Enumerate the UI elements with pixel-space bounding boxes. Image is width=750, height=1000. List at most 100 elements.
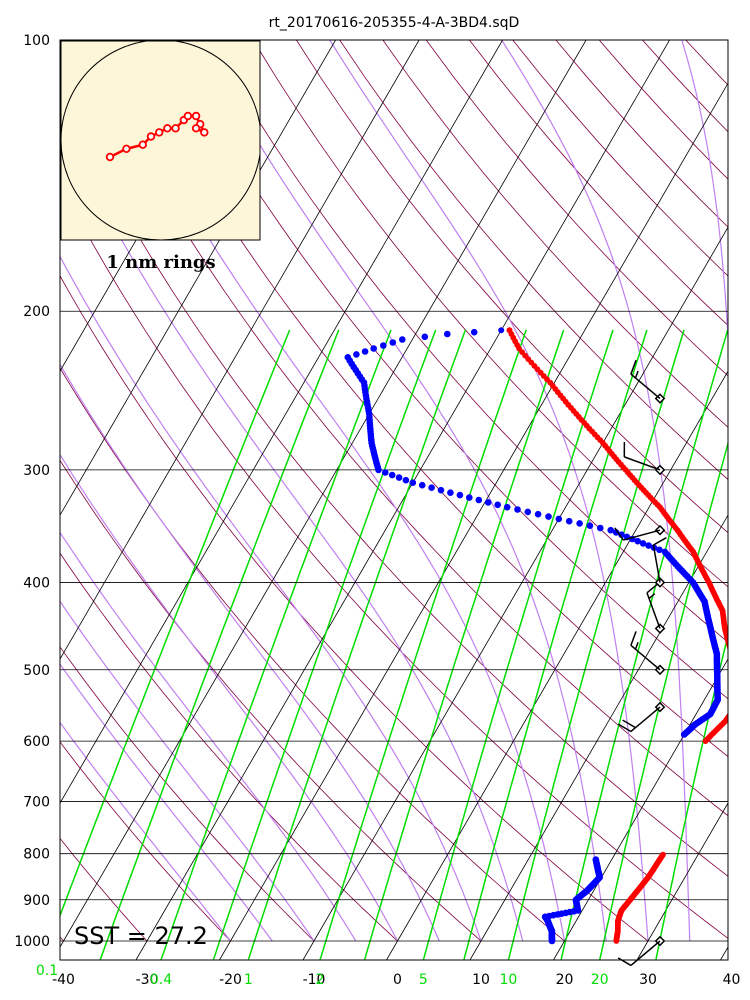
dry-adiabat-line (469, 40, 728, 327)
dry-adiabat-line (382, 40, 728, 428)
temperature-point (519, 349, 525, 355)
dewpoint-point (465, 494, 473, 501)
wind-barb-half-flag (634, 370, 639, 379)
temperature-point (733, 664, 738, 669)
wind-barb-staff (630, 940, 661, 967)
temperature-tick-label: 10 (472, 972, 490, 988)
dewpoint-point (639, 540, 647, 547)
dewpoint-point (503, 503, 511, 511)
dewpoint-point (353, 351, 360, 358)
hodograph-point (191, 124, 201, 133)
mixing-ratio-line (160, 329, 392, 960)
pressure-tick-label: 1000 (14, 934, 50, 950)
dry-adiabat-line (729, 40, 750, 941)
hodograph-point (138, 140, 147, 149)
temperature-point (734, 673, 739, 678)
wind-barb (617, 935, 666, 967)
wind-barb-half-flag (634, 641, 639, 650)
dry-adiabat-line (339, 40, 728, 480)
temperature-point (733, 697, 738, 702)
pressure-axis: 100 200 300 400 500 600 700 800 900 1000 (14, 33, 50, 950)
pressure-tick-label: 100 (23, 33, 50, 49)
isotherm-line (732, 40, 750, 941)
wind-barb-flag (614, 527, 624, 541)
temperature-point (733, 684, 738, 689)
chart-title: rt_20170616-205355-4-A-3BD4.sqD (269, 15, 520, 31)
temperature-tick-label: -10 (303, 972, 326, 988)
dry-adiabat-line (60, 367, 565, 942)
temperature-point (730, 709, 735, 714)
isotherm-line (469, 940, 482, 960)
temperature-point (733, 690, 738, 695)
dry-adiabat-line (60, 459, 482, 942)
temperature-axis: -40 -30 -20 -10 0 10 20 30 40 (52, 972, 740, 988)
dewpoint-point (370, 345, 378, 352)
dewpoint-point (398, 336, 406, 343)
wind-barb-staff (652, 544, 661, 583)
dewpoint-point (389, 339, 397, 346)
temperature-point (732, 661, 737, 666)
moist-adiabat-line (60, 255, 482, 942)
wind-barb-staff (646, 592, 661, 629)
dewpoint-point (661, 548, 669, 556)
dewpoint-point (344, 353, 352, 361)
sst-label: SST = 27.2 (74, 922, 208, 950)
mixing-ratio-line (363, 329, 565, 960)
dry-adiabat-line (60, 741, 231, 942)
dewpoint-point (456, 491, 464, 499)
dewpoint-point (402, 476, 410, 484)
plot-frame (59, 39, 729, 961)
temperature-point (733, 705, 738, 710)
dewpoint-point (388, 471, 396, 479)
temperature-point (733, 681, 738, 686)
hodograph-point (191, 111, 201, 121)
wind-barb-staff (630, 373, 661, 400)
temperature-point (733, 694, 738, 699)
temperature-tick-label: -40 (52, 972, 75, 988)
temperature-point (733, 703, 738, 708)
temperature-point (733, 696, 738, 701)
wind-barb-staff (624, 456, 661, 471)
temperature-point (731, 658, 736, 663)
hodograph-point (163, 124, 172, 133)
temperature-tick-label: 40 (723, 972, 741, 988)
temperature-point (734, 667, 739, 672)
temperature-point (733, 662, 738, 667)
dewpoint-point (514, 506, 521, 513)
temperature-point (734, 666, 739, 671)
dewpoint-point (361, 348, 369, 355)
dewpoint-point (475, 496, 483, 504)
dewpoint-point (437, 486, 445, 494)
temperature-point (660, 851, 666, 858)
isotherm-line (397, 370, 728, 942)
mixing-ratio-label: 5 (419, 972, 428, 988)
isotherm-line (302, 940, 315, 960)
temperature-point (506, 327, 513, 334)
pressure-tick-label: 800 (23, 847, 50, 863)
dewpoint-point (395, 474, 403, 481)
pressure-tick-label: 500 (23, 663, 50, 679)
dry-adiabat-line (296, 40, 728, 534)
temperature-point (729, 651, 734, 656)
pressure-tick-label: 400 (23, 576, 50, 592)
wind-barb-flag (653, 537, 667, 546)
dewpoint-point (381, 469, 389, 476)
dewpoint-point (645, 542, 652, 549)
dry-adiabat-line (425, 40, 728, 377)
moist-adiabat-line (60, 531, 357, 942)
temperature-point (734, 670, 739, 675)
wind-barb-half-flag (648, 593, 656, 600)
wind-barb (646, 582, 666, 634)
hodograph-point (183, 111, 193, 121)
hodograph-point (154, 128, 164, 137)
temperature-point (732, 706, 737, 711)
wind-barb (617, 701, 666, 733)
mixing-ratio-line (422, 329, 614, 960)
dewpoint-point (524, 508, 532, 516)
dewpoint-point (534, 510, 542, 518)
dewpoint-point (498, 327, 505, 334)
pressure-tick-label: 900 (23, 893, 50, 909)
temperature-point (730, 654, 735, 659)
temperature-point (734, 669, 739, 674)
wind-barb (614, 524, 666, 541)
